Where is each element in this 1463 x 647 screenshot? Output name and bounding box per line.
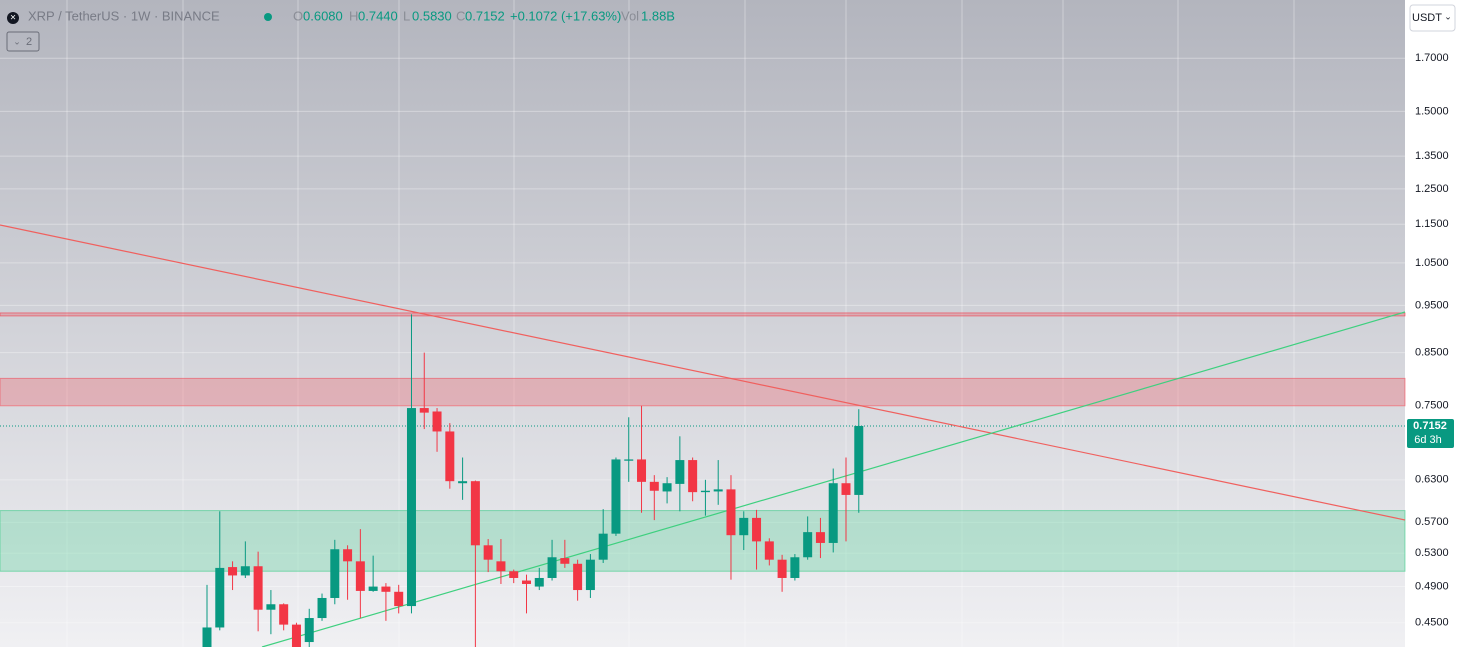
candle-body [470, 481, 480, 546]
y-tick-label: 1.3500 [1415, 150, 1449, 162]
candle-body [202, 627, 212, 647]
plot-background [0, 0, 1405, 647]
high-label: H [349, 8, 358, 23]
candle-body [828, 483, 838, 543]
candle-body [624, 459, 634, 461]
symbol: XRP / TetherUS · 1W · BINANCE [28, 8, 220, 23]
candle-body [343, 549, 353, 562]
candle-body [458, 481, 468, 484]
y-tick-label: 1.7000 [1415, 52, 1449, 64]
candle-body [662, 483, 672, 492]
candle-body [368, 586, 378, 591]
candle-body [611, 459, 621, 534]
candle-body [304, 618, 314, 643]
candle-body [777, 559, 787, 578]
volume-label: Vol [621, 8, 639, 23]
candle-body [739, 517, 749, 536]
candle-body [726, 489, 736, 536]
y-tick-label: 0.5700 [1415, 516, 1449, 528]
chevron: ⌄ [13, 36, 21, 46]
price-zone [0, 377, 1406, 407]
candle-body [445, 431, 455, 482]
y-tick-label: 0.5300 [1415, 547, 1449, 559]
candle-body [815, 532, 825, 543]
candle-body [764, 541, 774, 560]
candle-body [637, 459, 647, 482]
change: +0.1072 (+17.63%) [510, 8, 621, 23]
y-tick-label: 1.0500 [1415, 257, 1449, 269]
candle-body [841, 483, 851, 495]
price-zone [0, 510, 1406, 572]
candle-body [240, 566, 250, 576]
open-value: 0.6080 [303, 8, 343, 23]
candle-body [534, 577, 544, 587]
y-tick-label: 0.7500 [1415, 400, 1449, 412]
candle-body [854, 425, 864, 495]
y-tick-label: 1.5000 [1415, 105, 1449, 117]
candle-body [419, 408, 429, 413]
y-tick-label: 0.4500 [1415, 617, 1449, 629]
candle-body [215, 567, 225, 628]
countdown: 6d 3h [1414, 434, 1442, 446]
candle-body [394, 591, 404, 607]
candle-body [381, 586, 391, 592]
indicators-count: 2 [26, 36, 32, 48]
candle-body [509, 571, 519, 578]
y-tick-label: 0.9500 [1415, 299, 1449, 311]
close-icon-glyph: × [10, 13, 16, 24]
candle-body [688, 460, 698, 493]
candle-body [573, 563, 583, 591]
price-axis [1405, 0, 1463, 647]
y-tick-label: 0.6300 [1415, 474, 1449, 486]
candle-body [649, 481, 659, 491]
currency-button-box[interactable] [1409, 4, 1456, 32]
close-value: 0.7152 [465, 8, 505, 23]
last-price-label: 0.7152 [1413, 420, 1447, 432]
candle-body [317, 597, 327, 619]
y-tick-label: 0.4900 [1415, 580, 1449, 592]
low-value: 0.5830 [412, 8, 452, 23]
y-tick-label: 0.8500 [1415, 347, 1449, 359]
candle-body [547, 557, 557, 578]
indicators-toggle[interactable] [6, 31, 40, 52]
candle-body [279, 604, 289, 625]
candle-body [560, 558, 570, 564]
open-label: O [293, 8, 303, 23]
candle-body [522, 580, 531, 584]
candle-body [266, 604, 276, 610]
candle-body [585, 559, 595, 591]
candle-body [790, 557, 800, 578]
candle-body [330, 549, 340, 598]
status-dot [264, 13, 272, 21]
close-label: C [456, 8, 465, 23]
y-tick-label: 1.2500 [1415, 183, 1449, 195]
candle-body [598, 533, 608, 560]
candle-body [406, 408, 416, 607]
legend-header: × XRP / TetherUS · 1W · BINANCE O 0.6080… [6, 8, 675, 52]
candle-body [432, 411, 442, 432]
candle-body [291, 624, 301, 647]
price-level [0, 312, 1406, 317]
candle-body [355, 561, 365, 591]
chevron: ⌄ [1444, 11, 1452, 21]
low-label: L [403, 8, 410, 23]
volume-value: 1.88B [641, 8, 675, 23]
candle-body [496, 561, 506, 572]
currency[interactable]: USDT [1412, 12, 1442, 24]
resistance-trendline [0, 224, 1406, 521]
candle-body [675, 460, 685, 484]
candle-body [228, 567, 238, 576]
candle-body [803, 532, 813, 558]
candle-body [713, 489, 723, 492]
last-price-badge [1407, 418, 1454, 448]
candle-body [483, 545, 493, 560]
candle-body [253, 566, 263, 610]
candle-body [752, 517, 762, 542]
high-value: 0.7440 [358, 8, 398, 23]
close-icon[interactable] [7, 12, 19, 24]
candle-body [700, 490, 710, 493]
y-tick-label: 1.1500 [1415, 218, 1449, 230]
currency-button[interactable]: USDT ⌄ [1409, 4, 1456, 32]
